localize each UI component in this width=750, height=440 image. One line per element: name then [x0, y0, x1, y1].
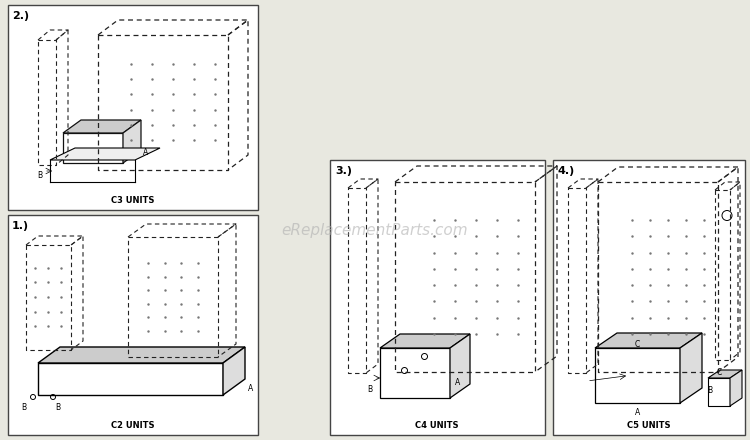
- Text: C5 UNITS: C5 UNITS: [627, 421, 670, 430]
- Polygon shape: [595, 333, 702, 348]
- Polygon shape: [223, 347, 245, 395]
- Polygon shape: [380, 334, 470, 348]
- Text: B: B: [367, 385, 372, 394]
- Polygon shape: [38, 363, 223, 395]
- Text: B: B: [22, 403, 26, 412]
- Polygon shape: [123, 120, 141, 163]
- Polygon shape: [63, 133, 123, 163]
- Polygon shape: [38, 347, 245, 363]
- Bar: [330, 160, 545, 435]
- Polygon shape: [450, 334, 470, 398]
- Bar: [553, 160, 745, 435]
- Text: C2 UNITS: C2 UNITS: [111, 421, 154, 430]
- Text: C: C: [634, 340, 640, 349]
- Bar: [8, 215, 258, 435]
- Polygon shape: [730, 370, 742, 406]
- Text: A: A: [455, 378, 460, 387]
- Polygon shape: [63, 120, 141, 133]
- Text: eReplacementParts.com: eReplacementParts.com: [282, 223, 468, 238]
- Text: C4 UNITS: C4 UNITS: [416, 421, 459, 430]
- Text: B: B: [56, 403, 61, 412]
- Polygon shape: [380, 348, 450, 398]
- Text: A: A: [634, 408, 640, 417]
- Polygon shape: [680, 333, 702, 403]
- Text: C3 UNITS: C3 UNITS: [111, 196, 154, 205]
- Text: A: A: [143, 148, 148, 157]
- Text: B: B: [37, 171, 42, 180]
- Text: 2.): 2.): [12, 11, 29, 21]
- Text: 4.): 4.): [558, 166, 575, 176]
- Bar: [8, 5, 258, 210]
- Polygon shape: [50, 148, 160, 160]
- Polygon shape: [708, 378, 730, 406]
- Text: C: C: [716, 368, 722, 377]
- Text: 3.): 3.): [335, 166, 352, 176]
- Text: B: B: [707, 386, 712, 396]
- Text: A: A: [248, 384, 254, 393]
- Polygon shape: [708, 370, 742, 378]
- Polygon shape: [595, 348, 680, 403]
- Text: 1.): 1.): [12, 221, 29, 231]
